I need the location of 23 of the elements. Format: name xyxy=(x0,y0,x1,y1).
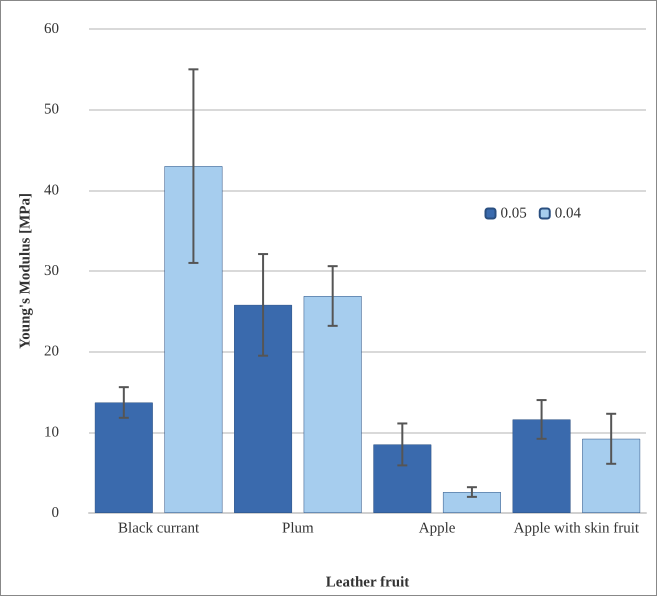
y-tick-label: 20 xyxy=(44,344,59,360)
y-tick-label: 10 xyxy=(44,424,59,440)
y-tick-label: 0 xyxy=(52,505,59,521)
bar xyxy=(234,304,292,513)
x-tick-label: Black currant xyxy=(118,520,200,536)
y-tick-label: 50 xyxy=(44,102,59,118)
y-tick-label: 40 xyxy=(44,182,59,198)
bar xyxy=(164,166,222,513)
x-tick-label: Apple with skin fruit xyxy=(514,520,640,536)
bar xyxy=(304,296,362,513)
y-tick-label: 30 xyxy=(44,263,59,279)
bar xyxy=(442,492,501,513)
legend-label: 0.05 xyxy=(500,206,527,222)
bar xyxy=(94,402,153,513)
x-tick-label: Apple xyxy=(418,520,456,536)
bar xyxy=(512,419,571,513)
legend-label: 0.04 xyxy=(554,206,582,222)
y-tick-label: 60 xyxy=(44,21,59,37)
x-tick-label: Plum xyxy=(282,520,314,536)
y-axis-title: Young's Modulus [MPa] xyxy=(18,193,34,349)
bar xyxy=(373,444,432,513)
x-axis-title: Leather fruit xyxy=(326,574,410,590)
bar xyxy=(582,438,640,513)
